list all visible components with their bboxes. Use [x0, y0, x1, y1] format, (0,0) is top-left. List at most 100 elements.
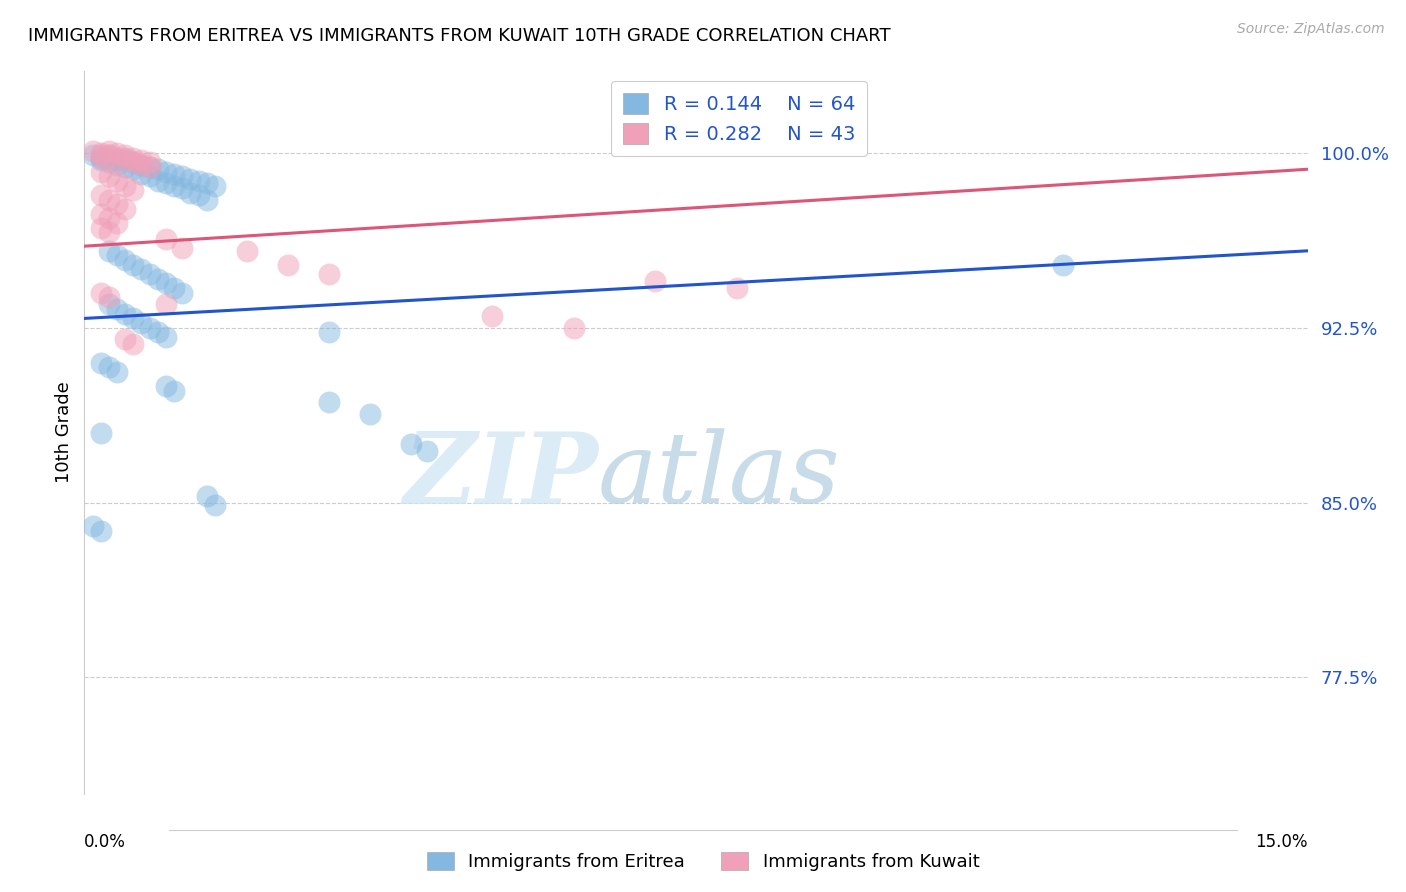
- Point: [481, 309, 503, 323]
- Point: [131, 167, 153, 181]
- Point: [90, 187, 112, 202]
- Point: [105, 151, 128, 165]
- Point: [114, 151, 136, 165]
- Point: [122, 155, 145, 169]
- Text: Source: ZipAtlas.com: Source: ZipAtlas.com: [1237, 22, 1385, 37]
- Point: [562, 320, 585, 334]
- Point: [399, 437, 422, 451]
- Text: ZIP: ZIP: [404, 428, 598, 524]
- Point: [187, 187, 209, 202]
- Point: [138, 160, 160, 174]
- Point: [172, 242, 194, 256]
- Text: 0.0%: 0.0%: [84, 833, 127, 851]
- Point: [131, 262, 153, 277]
- Point: [204, 178, 226, 193]
- Point: [105, 197, 128, 211]
- Point: [90, 153, 112, 167]
- Point: [155, 232, 177, 246]
- Point: [90, 151, 112, 165]
- Point: [90, 164, 112, 178]
- Point: [1052, 258, 1074, 272]
- Point: [163, 281, 186, 295]
- Legend: R = 0.144    N = 64, R = 0.282    N = 43: R = 0.144 N = 64, R = 0.282 N = 43: [612, 81, 866, 155]
- Point: [131, 153, 153, 167]
- Point: [204, 498, 226, 512]
- Point: [97, 144, 120, 158]
- Point: [97, 169, 120, 184]
- Point: [97, 225, 120, 239]
- Point: [90, 356, 112, 370]
- Point: [114, 153, 136, 167]
- Point: [725, 281, 748, 295]
- Point: [122, 337, 145, 351]
- Point: [146, 174, 169, 188]
- Point: [318, 395, 340, 409]
- Point: [195, 489, 218, 503]
- Point: [97, 290, 120, 304]
- Point: [90, 206, 112, 220]
- Point: [97, 360, 120, 375]
- Point: [131, 158, 153, 172]
- Point: [146, 326, 169, 340]
- Point: [172, 169, 194, 184]
- Point: [172, 285, 194, 300]
- Point: [146, 272, 169, 286]
- Point: [131, 158, 153, 172]
- Point: [179, 171, 201, 186]
- Point: [155, 379, 177, 393]
- Point: [277, 258, 299, 272]
- Point: [131, 316, 153, 330]
- Point: [90, 285, 112, 300]
- Point: [97, 193, 120, 207]
- Point: [114, 332, 136, 346]
- Point: [114, 178, 136, 193]
- Point: [97, 297, 120, 311]
- Point: [155, 164, 177, 178]
- Point: [163, 178, 186, 193]
- Point: [179, 186, 201, 200]
- Point: [90, 220, 112, 235]
- Point: [97, 148, 120, 162]
- Point: [155, 330, 177, 344]
- Point: [155, 176, 177, 190]
- Point: [146, 162, 169, 177]
- Point: [138, 160, 160, 174]
- Point: [82, 519, 104, 533]
- Point: [90, 145, 112, 160]
- Point: [90, 425, 112, 440]
- Legend: Immigrants from Eritrea, Immigrants from Kuwait: Immigrants from Eritrea, Immigrants from…: [419, 845, 987, 879]
- Point: [105, 365, 128, 379]
- Point: [138, 169, 160, 184]
- Point: [114, 148, 136, 162]
- Point: [122, 183, 145, 197]
- Point: [195, 193, 218, 207]
- Point: [195, 176, 218, 190]
- Point: [163, 167, 186, 181]
- Point: [122, 151, 145, 165]
- Point: [105, 174, 128, 188]
- Point: [114, 253, 136, 268]
- Y-axis label: 10th Grade: 10th Grade: [55, 382, 73, 483]
- Point: [114, 202, 136, 216]
- Point: [163, 384, 186, 398]
- Point: [114, 160, 136, 174]
- Point: [90, 524, 112, 538]
- Point: [172, 181, 194, 195]
- Point: [105, 153, 128, 167]
- Point: [90, 148, 112, 162]
- Point: [359, 407, 381, 421]
- Point: [155, 277, 177, 291]
- Text: atlas: atlas: [598, 428, 841, 524]
- Point: [138, 155, 160, 169]
- Point: [105, 302, 128, 317]
- Point: [318, 267, 340, 281]
- Point: [122, 155, 145, 169]
- Point: [644, 274, 666, 288]
- Point: [97, 155, 120, 169]
- Point: [82, 144, 104, 158]
- Point: [416, 444, 439, 458]
- Text: 15.0%: 15.0%: [1256, 833, 1308, 851]
- Point: [138, 267, 160, 281]
- Point: [236, 244, 259, 258]
- Point: [122, 258, 145, 272]
